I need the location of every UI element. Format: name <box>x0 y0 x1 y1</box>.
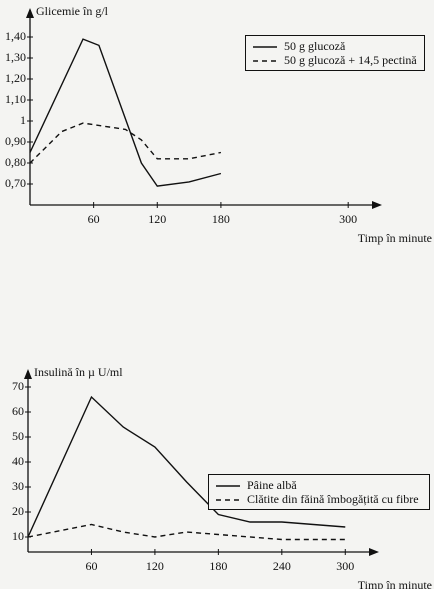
legend-entry: Clătite din făină îmbogățită cu fibre <box>215 492 423 506</box>
x-tick-label: 180 <box>209 559 227 573</box>
x-tick-label: 60 <box>85 559 97 573</box>
x-axis-arrow <box>369 548 379 556</box>
y-tick-label: 60 <box>12 404 24 418</box>
y-axis-arrow <box>24 369 32 379</box>
x-axis-label: Timp în minute <box>358 231 432 245</box>
y-axis-arrow <box>26 8 34 18</box>
legend-swatch <box>216 499 240 501</box>
legend-swatch <box>253 60 277 62</box>
x-tick-label: 60 <box>88 212 100 226</box>
legend-label: Clătite din făină îmbogățită cu fibre <box>247 492 419 506</box>
y-tick-label: 0,80 <box>5 155 26 169</box>
y-tick-label: 1,20 <box>5 71 26 85</box>
y-tick-label: 1,40 <box>5 29 26 43</box>
x-tick-label: 300 <box>336 559 354 573</box>
x-tick-label: 120 <box>148 212 166 226</box>
legend-entry: Pâine albă <box>215 478 423 492</box>
legend: 50 g glucoză 50 g glucoză + 14,5 pectină <box>245 35 425 71</box>
y-tick-label: 50 <box>12 429 24 443</box>
y-tick-label: 10 <box>12 529 24 543</box>
legend-label: 50 g glucoză + 14,5 pectină <box>284 53 417 67</box>
x-tick-label: 120 <box>146 559 164 573</box>
y-tick-label: 40 <box>12 454 24 468</box>
legend-label: Pâine albă <box>247 478 297 492</box>
series-line <box>27 395 346 538</box>
x-axis-arrow <box>372 201 382 209</box>
legend-entry: 50 g glucoză + 14,5 pectină <box>252 53 418 67</box>
y-tick-label: 30 <box>12 479 24 493</box>
x-axis-label: Timp în minute <box>358 578 432 589</box>
series-line <box>27 523 346 541</box>
series-line <box>29 122 222 164</box>
y-tick-label: 70 <box>12 379 24 393</box>
legend-swatch <box>253 46 277 48</box>
legend-swatch <box>216 485 240 487</box>
y-tick-label: 1,10 <box>5 92 26 106</box>
y-tick-label: 1,30 <box>5 50 26 64</box>
y-tick-label: 0,70 <box>5 176 26 190</box>
x-tick-label: 300 <box>339 212 357 226</box>
legend: Pâine albă Clătite din făină îmbogățită c… <box>208 474 430 510</box>
series-line <box>29 38 222 187</box>
legend-entry: 50 g glucoză <box>252 39 418 53</box>
y-tick-label: 20 <box>12 504 24 518</box>
y-tick-label: 1 <box>20 113 26 127</box>
x-tick-label: 240 <box>273 559 291 573</box>
legend-label: 50 g glucoză <box>284 39 346 53</box>
y-axis-label: Insulină în µ U/ml <box>34 365 123 379</box>
y-tick-label: 0,90 <box>5 134 26 148</box>
y-axis-label: Glicemie în g/l <box>36 4 109 18</box>
x-tick-label: 180 <box>212 212 230 226</box>
